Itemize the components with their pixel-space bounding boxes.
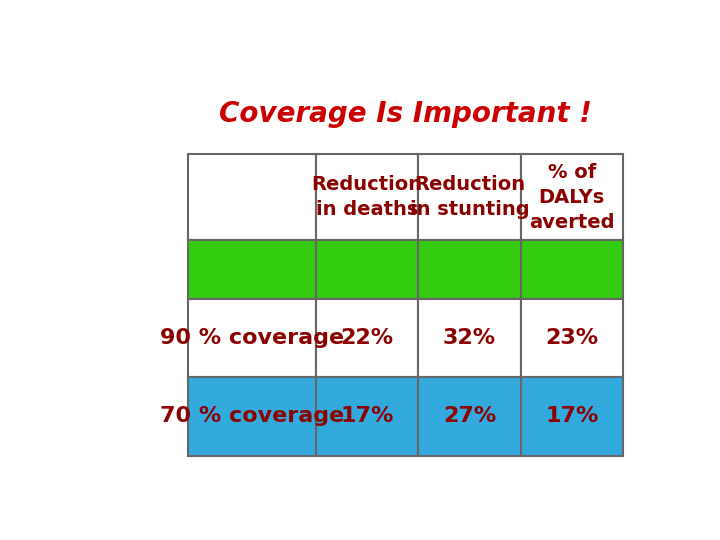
Bar — [188, 154, 316, 240]
Bar — [418, 299, 521, 377]
Text: Reduction
in deaths: Reduction in deaths — [312, 175, 423, 219]
Text: 90 % coverage: 90 % coverage — [160, 328, 344, 348]
Text: 27%: 27% — [443, 407, 496, 427]
Bar — [521, 240, 623, 299]
Bar — [316, 154, 418, 240]
Text: 17%: 17% — [341, 407, 394, 427]
Text: 70 % coverage: 70 % coverage — [160, 407, 344, 427]
Text: 23%: 23% — [545, 328, 598, 348]
Text: 17%: 17% — [545, 407, 598, 427]
Bar — [316, 377, 418, 456]
Bar — [521, 154, 623, 240]
Bar — [188, 377, 316, 456]
Bar — [418, 154, 521, 240]
Text: 22%: 22% — [341, 328, 394, 348]
Bar — [418, 240, 521, 299]
Text: Reduction
in stunting: Reduction in stunting — [410, 175, 529, 219]
Text: Coverage Is Important !: Coverage Is Important ! — [219, 100, 592, 128]
Bar — [521, 377, 623, 456]
Bar — [188, 240, 316, 299]
Text: 32%: 32% — [443, 328, 496, 348]
Bar — [316, 299, 418, 377]
Bar — [418, 377, 521, 456]
Bar — [316, 240, 418, 299]
Bar — [521, 299, 623, 377]
Bar — [188, 299, 316, 377]
Text: % of
DALYs
averted: % of DALYs averted — [529, 163, 614, 232]
